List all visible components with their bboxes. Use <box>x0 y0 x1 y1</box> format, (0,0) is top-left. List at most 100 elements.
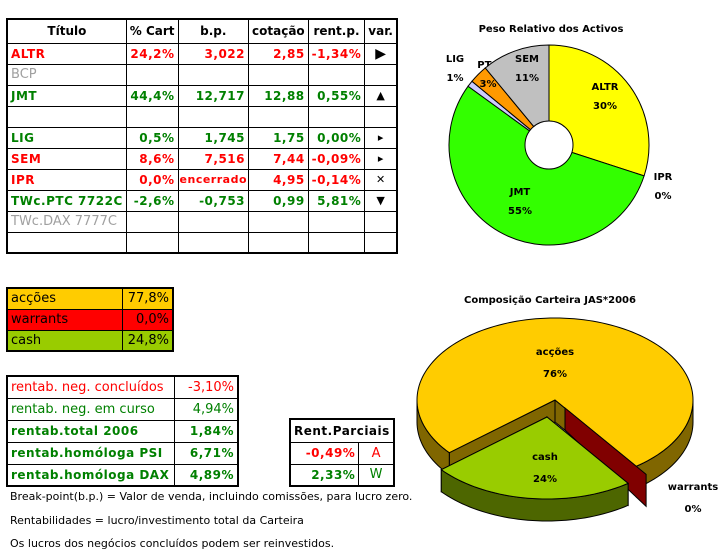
cell-cart: 44,4% <box>125 84 179 107</box>
allocation-value: 77,8% <box>121 287 174 310</box>
cell-titulo: TWc.DAX 7777C <box>6 210 127 233</box>
table-row <box>6 105 398 128</box>
returns-label: rentab.homóloga DAX <box>6 463 176 487</box>
returns-row: rentab.homóloga DAX 4,89% <box>6 463 239 487</box>
slice-value-label: 3% <box>480 79 497 90</box>
cell-bp <box>177 63 250 86</box>
cell-rent: -0,09% <box>307 147 366 170</box>
cell-titulo: JMT <box>6 84 127 107</box>
partial-value: 2,33% <box>289 463 360 487</box>
allocation-label: warrants <box>6 308 123 331</box>
cell-cart: -2,6% <box>125 189 179 212</box>
cell-cotacao: 12,88 <box>248 84 309 107</box>
partial-returns-table: Rent.Parciais -0,49% A 2,33% W <box>289 418 395 487</box>
returns-value: 4,89% <box>174 463 239 487</box>
cell-titulo <box>6 231 127 254</box>
chart-title: Composição Carteira JAS*2006 <box>464 295 636 306</box>
allocation-row: acções 77,8% <box>6 287 174 310</box>
cell-cart: 0,5% <box>125 126 179 149</box>
arrow-right-icon: ▸ <box>364 126 398 149</box>
cell-bp: 3,022 <box>177 42 250 65</box>
slice-label: acções <box>536 347 574 358</box>
slice-value-label: 30% <box>593 101 617 112</box>
table-row: IPR 0,0% encerrado 4,95 -0,14% ✕ <box>6 168 398 191</box>
returns-table: rentab. neg. concluídos -3,10% rentab. neg… <box>6 375 239 487</box>
arrow-up-icon: ▲ <box>364 84 398 107</box>
cell-cotacao: 0,99 <box>248 189 309 212</box>
cell-rent: -0,14% <box>307 168 366 191</box>
partial-returns-title: Rent.Parciais <box>289 418 395 443</box>
cell-titulo: BCP <box>6 63 127 86</box>
cell-var <box>364 105 398 128</box>
returns-row: rentab. neg. em curso 4,94% <box>6 397 239 421</box>
allocation-row: cash 24,8% <box>6 329 174 352</box>
table-row: JMT 44,4% 12,717 12,88 0,55% ▲ <box>6 84 398 107</box>
allocation-row: warrants 0,0% <box>6 308 174 331</box>
partial-tag: W <box>358 463 395 487</box>
column-header: var. <box>364 18 398 44</box>
cell-cart <box>125 231 179 254</box>
returns-row: rentab.homóloga PSI 6,71% <box>6 441 239 465</box>
cell-var <box>364 231 398 254</box>
cell-cart <box>125 63 179 86</box>
cell-bp: encerrado <box>177 168 250 191</box>
partial-tag: A <box>358 441 395 465</box>
pie-slice-sem <box>484 44 550 147</box>
table-row: BCP <box>6 63 398 86</box>
pie-chart-portfolio-composition: Composição Carteira JAS*2006 acções 76% ca… <box>416 295 718 522</box>
doughnut-hole <box>524 120 574 170</box>
allocation-label: cash <box>6 329 123 352</box>
slice-value-label: 11% <box>515 73 539 84</box>
returns-label: rentab. neg. concluídos <box>6 375 176 399</box>
arrow-right-icon: ▶ <box>364 42 398 65</box>
slice-label: JMT <box>509 187 531 198</box>
cell-cart <box>125 210 179 233</box>
returns-value: 6,71% <box>174 441 239 465</box>
returns-value: -3,10% <box>174 375 239 399</box>
cell-cotacao <box>248 63 309 86</box>
returns-row: rentab. neg. concluídos -3,10% <box>6 375 239 399</box>
table-row <box>6 231 398 254</box>
allocation-value: 0,0% <box>121 308 174 331</box>
table-row: ALTR 24,2% 3,022 2,85 -1,34% ▶ <box>6 42 398 65</box>
slice-value-label: 24% <box>533 474 557 485</box>
chart-title: Peso Relativo dos Activos <box>479 24 624 35</box>
slice-label: LIG <box>446 54 464 65</box>
cell-cart: 8,6% <box>125 147 179 170</box>
column-header: Título <box>6 18 127 44</box>
returns-value: 1,84% <box>174 419 239 443</box>
cell-cart <box>125 105 179 128</box>
column-header: cotação <box>248 18 309 44</box>
cell-titulo <box>6 105 127 128</box>
cell-cotacao <box>248 105 309 128</box>
cell-titulo: SEM <box>6 147 127 170</box>
table-row: LIG 0,5% 1,745 1,75 0,00% ▸ <box>6 126 398 149</box>
note-break-point: Break-point(b.p.) = Valor de venda, incl… <box>10 490 413 503</box>
cell-titulo: LIG <box>6 126 127 149</box>
cell-rent: 0,55% <box>307 84 366 107</box>
slice-label: cash <box>532 452 558 463</box>
table-row: TWc.DAX 7777C <box>6 210 398 233</box>
arrow-down-icon: ▼ <box>364 189 398 212</box>
cell-rent: 5,81% <box>307 189 366 212</box>
partial-value: -0,49% <box>289 441 360 465</box>
cell-bp <box>177 105 250 128</box>
cell-var <box>364 210 398 233</box>
pie-slice-altr <box>548 44 650 177</box>
note-lucros: Os lucros dos negócios concluídos podem … <box>10 537 335 550</box>
cell-cotacao: 4,95 <box>248 168 309 191</box>
column-header: % Cart <box>125 18 179 44</box>
table-row: SEM 8,6% 7,516 7,44 -0,09% ▸ <box>6 147 398 170</box>
returns-label: rentab.homóloga PSI <box>6 441 176 465</box>
cell-rent <box>307 105 366 128</box>
table-row: TWc.PTC 7722C -2,6% -0,753 0,99 5,81% ▼ <box>6 189 398 212</box>
cell-bp: 7,516 <box>177 147 250 170</box>
slice-value-label: 76% <box>543 369 567 380</box>
cell-bp: 12,717 <box>177 84 250 107</box>
allocation-label: acções <box>6 287 123 310</box>
cell-rent: -1,34% <box>307 42 366 65</box>
cell-cotacao: 7,44 <box>248 147 309 170</box>
cell-cart: 24,2% <box>125 42 179 65</box>
returns-label: rentab. neg. em curso <box>6 397 176 421</box>
cell-cotacao: 2,85 <box>248 42 309 65</box>
